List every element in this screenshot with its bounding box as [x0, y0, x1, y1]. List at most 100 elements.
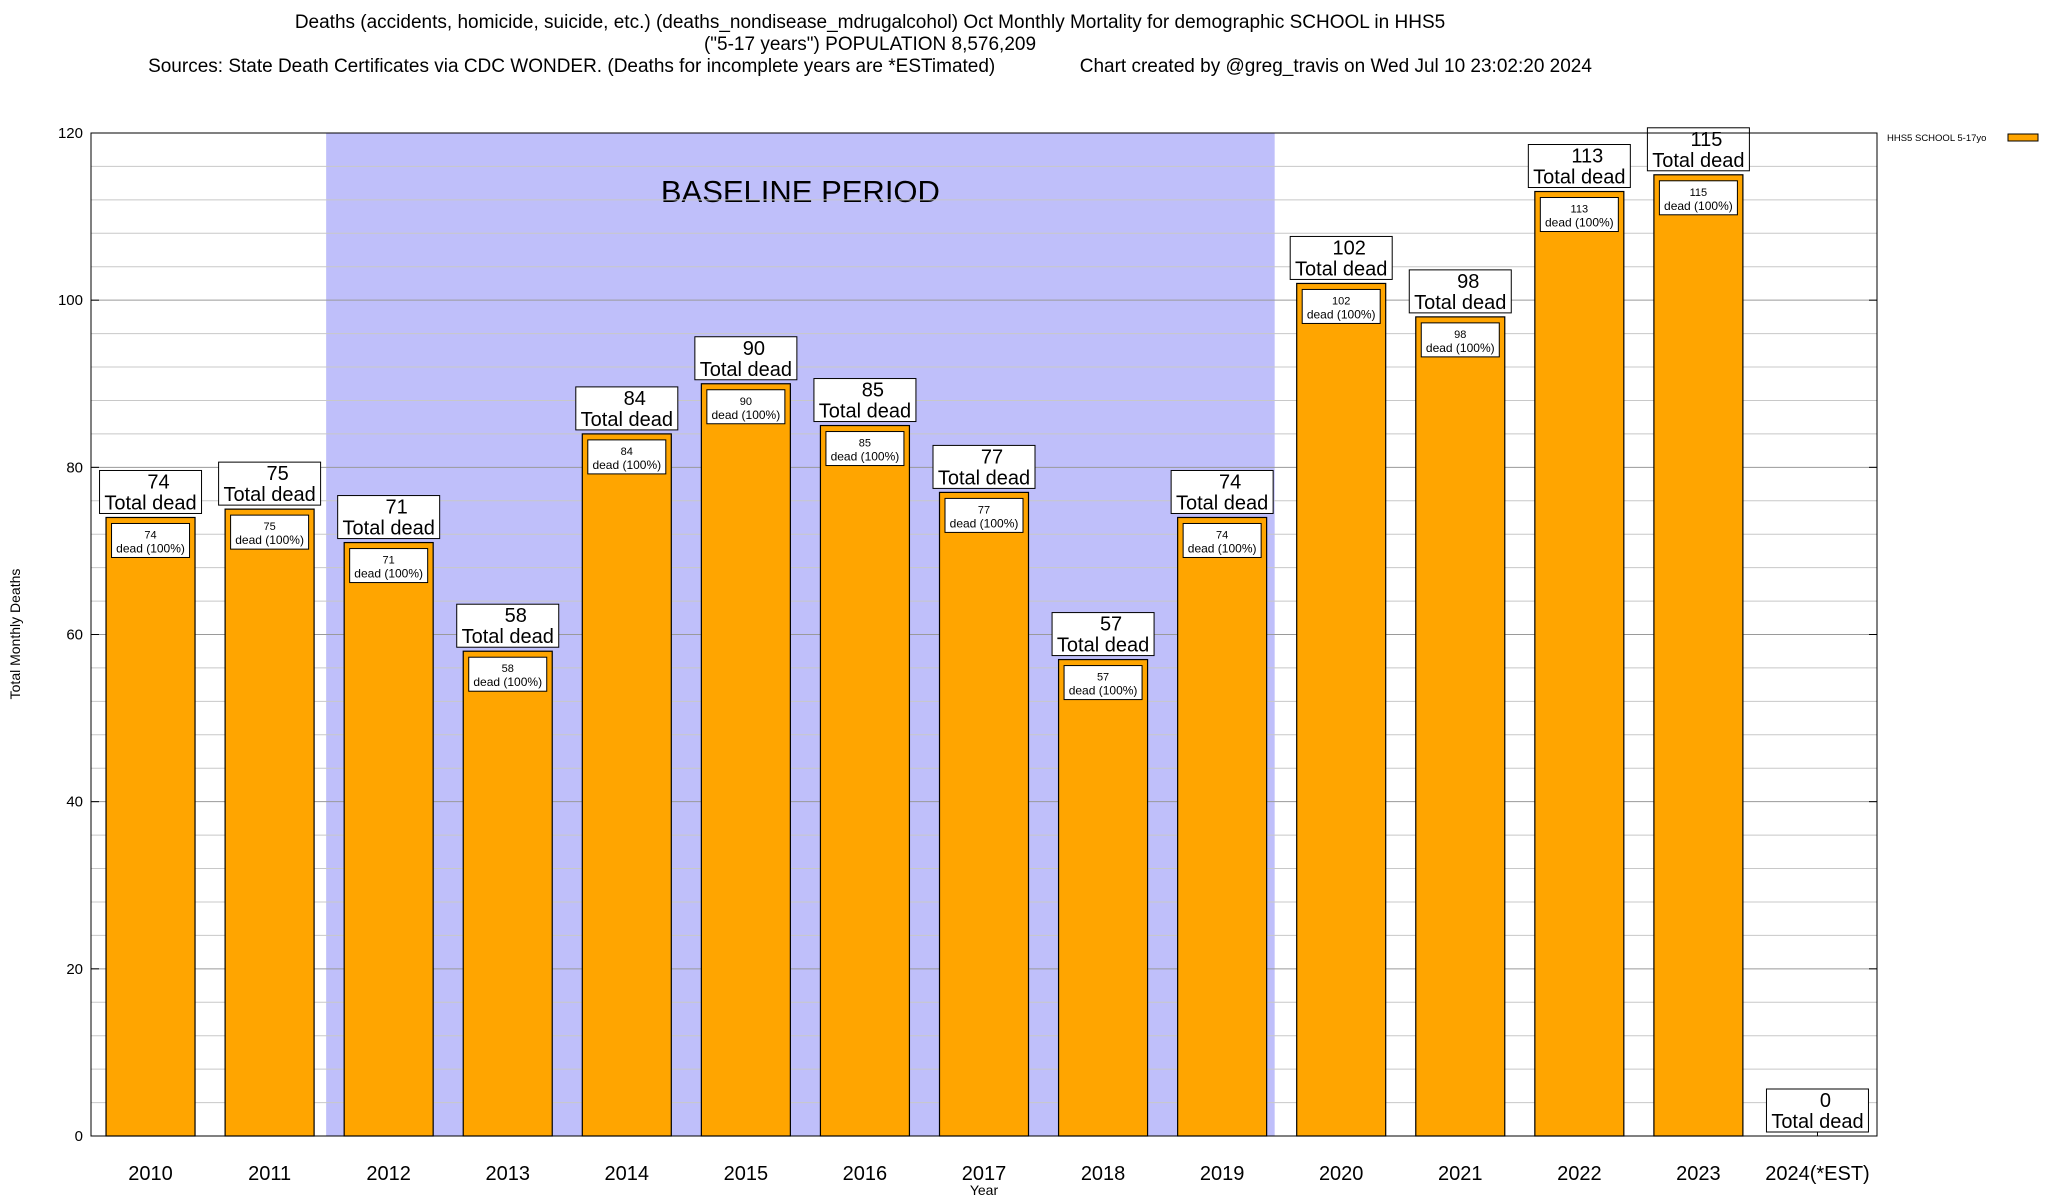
inner-value-label: 113: [1571, 204, 1589, 216]
inner-value-label: 115: [1690, 187, 1708, 199]
bar-2020: [1296, 282, 1387, 1137]
total-label-box: [1765, 1088, 1869, 1133]
inner-dead-label: dead (100%): [1664, 199, 1733, 213]
y-tick-label: 120: [58, 125, 83, 142]
plot-frame: [90, 132, 1878, 1137]
bar-2021: [1415, 316, 1506, 1137]
chart-credit: Chart created by @greg_travis on Wed Jul…: [1079, 56, 1592, 77]
y-tick-label: 0: [75, 1128, 83, 1145]
inner-dead-label: dead (100%): [473, 675, 542, 689]
inner-label-box: [1182, 522, 1262, 558]
inner-label-box: [1063, 665, 1143, 701]
inner-value-label: 102: [1332, 295, 1350, 307]
y-tick-label: 60: [66, 627, 83, 644]
x-tick-label: 2013: [485, 1163, 530, 1185]
total-label-box: [813, 378, 917, 423]
inner-label-box: [706, 389, 786, 425]
bar-2019: [1177, 516, 1268, 1137]
x-tick-label: 2023: [1676, 1163, 1721, 1185]
x-tick-label: 2012: [366, 1163, 411, 1185]
inner-label-box: [825, 431, 905, 467]
inner-dead-label: dead (100%): [831, 450, 900, 464]
total-label-box: [1289, 235, 1393, 280]
x-tick-label: 2016: [843, 1163, 888, 1185]
total-label-box: [1170, 469, 1274, 514]
total-dead-label: Total dead: [700, 359, 792, 381]
inner-value-label: 74: [144, 529, 156, 541]
total-value-label: 0: [1820, 1090, 1831, 1112]
legend: HHS5 SCHOOL 5-17yo: [1887, 133, 2039, 144]
inner-value-label: 90: [740, 396, 752, 408]
total-dead-label: Total dead: [104, 492, 196, 514]
total-value-label: 74: [147, 471, 169, 493]
total-value-label: 115: [1690, 129, 1722, 151]
inner-dead-label: dead (100%): [1188, 541, 1257, 555]
inner-dead-label: dead (100%): [1069, 684, 1138, 698]
inner-label-box: [1420, 322, 1500, 358]
x-tick-label: 2014: [605, 1163, 650, 1185]
inner-value-label: 75: [263, 521, 275, 533]
x-tick-label: 2019: [1200, 1163, 1245, 1185]
chart-source-credit: Sources: State Death Certificates via CD…: [0, 56, 1740, 78]
total-value-label: 57: [1100, 614, 1122, 636]
inner-dead-label: dead (100%): [116, 541, 185, 555]
inner-dead-label: dead (100%): [1545, 216, 1614, 230]
total-dead-label: Total dead: [223, 484, 315, 506]
x-tick-label: 2010: [128, 1163, 173, 1185]
inner-label-box: [944, 497, 1024, 533]
inner-dead-label: dead (100%): [950, 516, 1019, 530]
bar-2011: [224, 508, 315, 1137]
total-dead-label: Total dead: [1652, 150, 1744, 172]
bar-2023: [1653, 174, 1744, 1137]
inner-value-label: 84: [621, 446, 633, 458]
total-value-label: 85: [862, 380, 884, 402]
total-value-label: 74: [1219, 471, 1241, 493]
inner-label-box: [587, 439, 667, 475]
legend-label: HHS5 SCHOOL 5-17yo: [1887, 133, 1986, 144]
inner-value-label: 85: [859, 438, 871, 450]
total-label-box: [99, 469, 203, 514]
bar-2012: [343, 541, 434, 1137]
bar-2018: [1057, 658, 1149, 1137]
total-value-label: 84: [624, 388, 646, 410]
y-tick-label: 40: [66, 794, 83, 811]
inner-value-label: 74: [1216, 529, 1228, 541]
x-tick-label: 2024(*EST): [1765, 1163, 1870, 1185]
total-dead-label: Total dead: [343, 518, 435, 540]
inner-label-box: [111, 522, 191, 558]
inner-value-label: 71: [383, 555, 395, 567]
y-tick-label: 80: [66, 459, 83, 476]
bar-2013: [462, 650, 553, 1137]
x-tick-label: 2015: [724, 1163, 769, 1185]
inner-value-label: 98: [1454, 329, 1466, 341]
total-dead-label: Total dead: [581, 409, 673, 431]
bar-2010: [105, 516, 196, 1137]
y-tick-label: 100: [58, 292, 83, 309]
total-label-box: [1051, 612, 1155, 657]
inner-value-label: 77: [978, 504, 990, 516]
total-value-label: 71: [386, 497, 408, 519]
total-dead-label: Total dead: [1057, 635, 1149, 657]
total-dead-label: Total dead: [1295, 258, 1387, 280]
total-value-label: 90: [743, 338, 765, 360]
inner-label-box: [468, 656, 548, 692]
total-value-label: 58: [505, 605, 527, 627]
x-tick-label: 2020: [1319, 1163, 1364, 1185]
inner-dead-label: dead (100%): [235, 533, 304, 547]
total-value-label: 98: [1457, 271, 1479, 293]
total-value-label: 102: [1333, 237, 1366, 259]
total-label-box: [932, 444, 1036, 489]
inner-label-box: [1301, 288, 1381, 324]
total-label-box: [694, 336, 798, 381]
bar-2022: [1534, 190, 1625, 1137]
inner-label-box: [1658, 180, 1738, 216]
baseline-period-label: BASELINE PERIOD: [661, 174, 940, 209]
chart-title: Deaths (accidents, homicide, suicide, et…: [294, 12, 1446, 33]
total-label-box: [575, 386, 679, 431]
inner-value-label: 57: [1097, 672, 1109, 684]
total-dead-label: Total dead: [1533, 167, 1625, 189]
inner-label-box: [1539, 197, 1619, 233]
legend-swatch: [2007, 133, 2039, 142]
bar-2016: [819, 424, 911, 1137]
